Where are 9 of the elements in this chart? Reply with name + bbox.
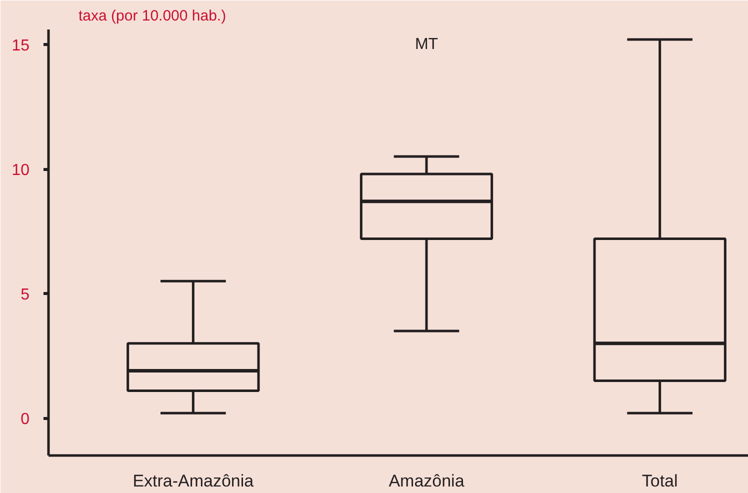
x-tick-label: Amazônia <box>388 472 465 490</box>
x-tick-label: Total <box>642 472 678 490</box>
chart-title: MT <box>414 36 438 53</box>
y-axis-title: taxa (por 10.000 hab.) <box>78 8 226 24</box>
y-tick-label: 10 <box>12 162 30 180</box>
y-tick-label: 15 <box>12 37 30 54</box>
y-tick-label: 5 <box>20 286 30 304</box>
y-tick-label: 0 <box>20 411 30 428</box>
x-tick-label: Extra-Amazônia <box>132 472 254 490</box>
